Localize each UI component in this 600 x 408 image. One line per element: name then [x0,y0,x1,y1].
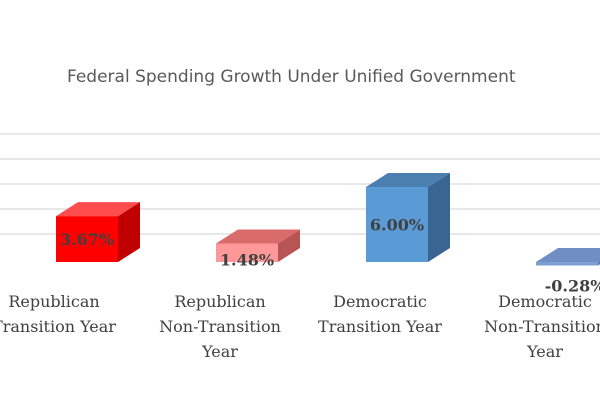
chart-title: Federal Spending Growth Under Unified Go… [67,67,516,87]
category-labels: Republican Transition Year Republican Non-T… [0,292,600,361]
bar-front [366,187,428,262]
bar-front [216,243,278,262]
value-label: -0.28% [545,277,600,296]
category-label-line: Year [201,342,238,361]
category-label-line: Republican [174,292,265,311]
category-label: Democratic Transition Year [318,292,442,336]
bar-front [56,216,118,262]
category-label-line: Republican [8,292,99,311]
value-label: 3.67% [60,230,114,249]
category-label-line: Non-Transition [159,317,281,336]
category-label-line: Transition Year [318,317,442,336]
bar-side [428,173,450,262]
bar [366,173,450,262]
value-label: 6.00% [370,216,424,235]
category-label-line: Democratic [333,292,427,311]
bar-top [536,248,600,262]
category-label: Republican Non-Transition Year [159,292,281,361]
value-labels: 3.67% 1.48% 6.00% -0.28% [60,216,600,296]
bars [56,173,600,266]
value-label: 1.48% [220,251,274,270]
bar-side [118,202,140,262]
bar-top [216,229,300,244]
bar-side [278,229,300,262]
category-label: Democratic Non-Transition Year [484,292,600,361]
bar [56,202,140,262]
category-label-line: Year [526,342,563,361]
bar [216,229,300,262]
category-label: Republican Transition Year [0,292,116,336]
bar-front [536,262,598,266]
category-label-line: Non-Transition [484,317,600,336]
category-label-line: Transition Year [0,317,116,336]
bar-top [56,202,140,217]
category-label-line: Democratic [498,292,592,311]
bar-top [366,173,450,187]
